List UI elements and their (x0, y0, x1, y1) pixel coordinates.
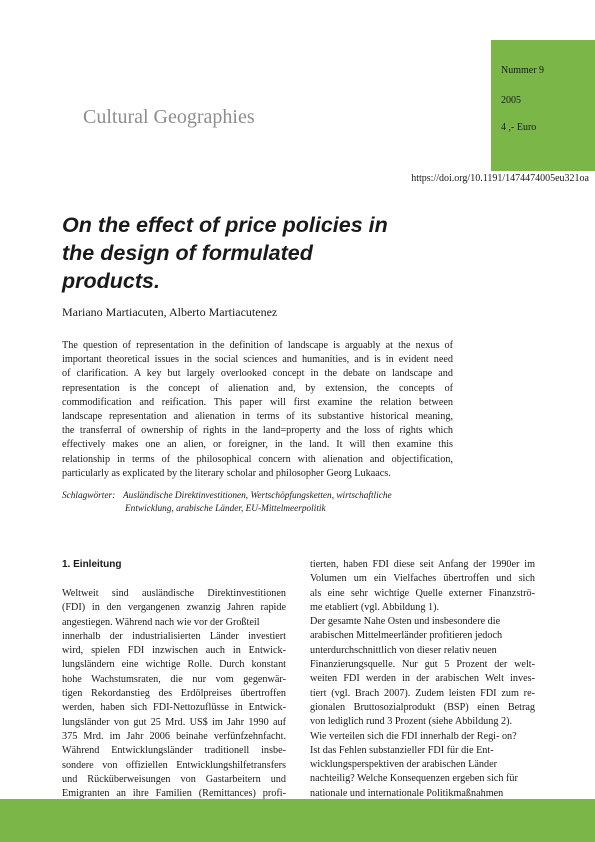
body-line: tigen Rekordanstieg des Erdölpreises übe… (62, 688, 286, 700)
body-line: nationale und internationale Politikmaßn… (310, 787, 504, 799)
title-line: the design of formulated (62, 241, 313, 265)
body-column-left: Weltweit sind ausländische Direktinvesti… (62, 587, 286, 801)
abstract: The question of representation in the de… (62, 339, 453, 481)
title-line: products. (62, 269, 160, 293)
abstract-line: particularly as explicated by the litera… (62, 467, 391, 479)
section-heading: 1. Einleitung (62, 559, 122, 570)
keywords-label: Schlagwörter: (62, 491, 116, 501)
abstract-line: relationship in terms of the philosophic… (62, 453, 453, 465)
body-line: lungsländer von gut 25 Mrd. US$ im Jahr … (62, 716, 286, 728)
body-line: tiert (vgl. Brach 2007). Zudem leisten F… (310, 687, 535, 699)
issue-number: Nummer 9 (501, 65, 545, 76)
body-line: Emigranten an ihre Familien (Remittances… (62, 788, 286, 800)
abstract-line: landscape representation and alienation … (62, 411, 453, 423)
body-line: unterdurchschnittlich von dieser relativ… (310, 644, 497, 656)
body-line: arabischen Mittelmeerländer profitieren … (310, 630, 503, 642)
abstract-line: the transferral of ownership of rights i… (62, 425, 453, 437)
body-line: Weltweit sind ausländische Direktinvesti… (62, 588, 286, 599)
authors: Mariano Martiacuten, Alberto Martiacuten… (62, 305, 278, 319)
article-title: On the effect of price policies in the d… (62, 211, 462, 295)
body-line: nachteilig? Welche Konsequenzen ergeben … (310, 773, 518, 785)
keywords-line: Ausländische Direktinvestitionen, Wertsc… (123, 491, 392, 501)
abstract-line: representation is the concept of alienat… (62, 382, 453, 394)
body-line: Finanzierungsquelle. Nur gut 5 Prozent d… (310, 659, 535, 671)
issue-year: 2005 (501, 95, 521, 106)
body-line: tierten, haben FDI diese seit Anfang der… (310, 559, 535, 570)
body-line: Volumen um ein Vielfaches übertroffen un… (310, 573, 535, 585)
issue-price: 4 ,- Euro (501, 122, 537, 133)
body-line: gionalen Bruttosozialprodukt (BSP) einen… (310, 701, 535, 713)
body-line: Während Entwicklungsländer traditionell … (62, 745, 286, 757)
body-line: Der gesamte Nahe Osten und insbesondere … (310, 616, 501, 628)
footer-bar (0, 799, 595, 842)
body-line: (FDI) in den vergangenen zwanzig Jahren … (62, 602, 286, 614)
body-line: als eine sehr wichtige Quelle externer F… (310, 587, 535, 599)
body-line: me etabliert (vgl. Abbildung 1). (310, 601, 440, 613)
doi-link[interactable]: https://doi.org/10.1191/1474474005eu321o… (411, 173, 589, 184)
body-line: wird, spielen FDI inzwischen auch in Ent… (62, 645, 286, 657)
journal-title: Cultural Geographies (83, 106, 255, 128)
keywords-text: Ausländische Direktinvestitionen, Wertsc… (123, 490, 392, 516)
body-line: wicklungsperspektiven der arabischen Län… (310, 759, 497, 771)
body-column-right: tierten, haben FDI diese seit Anfang der… (310, 558, 535, 801)
body-line: Wie verteilen sich die FDI innerhalb der… (310, 730, 517, 742)
body-line: lungsländern eine wichtige Rolle. Durch … (62, 659, 286, 671)
issue-info-box: Nummer 9 2005 4 ,- Euro (491, 40, 595, 171)
body-line: innerhalb der industrialisierten Länder … (62, 630, 286, 642)
abstract-line: commodification and reification. This pa… (62, 396, 453, 408)
abstract-line: important theoretical issues in the soci… (62, 354, 453, 366)
abstract-line: of clarification. A key but largely over… (62, 368, 453, 380)
body-line: sondere von offiziellen Entwicklungshilf… (62, 759, 286, 771)
body-line: Ist das Fehlen substanzieller FDI für di… (310, 744, 494, 756)
abstract-line: effectively makes one an alien, or forei… (62, 439, 453, 451)
body-line: hohe Wachstumsraten, die nur vom gegenwä… (62, 673, 286, 685)
body-line: werden, haben sich FDI-Nettozuflüsse in … (62, 702, 286, 714)
body-line: weiten FDI werden in der arabischen Welt… (310, 673, 535, 685)
body-line: 375 Mrd. im Jahr 2006 beinahe verfünfzeh… (62, 730, 286, 742)
body-line: von lediglich rund 3 Prozent (siehe Abbi… (310, 716, 513, 728)
abstract-line: The question of representation in the de… (62, 340, 453, 351)
body-line: angestiegen. Während nach wie vor der Gr… (62, 616, 260, 628)
keywords-line: Entwicklung, arabische Länder, EU-Mittel… (125, 504, 326, 514)
body-line: und Rücküberweisungen von Gastarbeitern … (62, 773, 286, 785)
title-line: On the effect of price policies in (62, 213, 388, 237)
